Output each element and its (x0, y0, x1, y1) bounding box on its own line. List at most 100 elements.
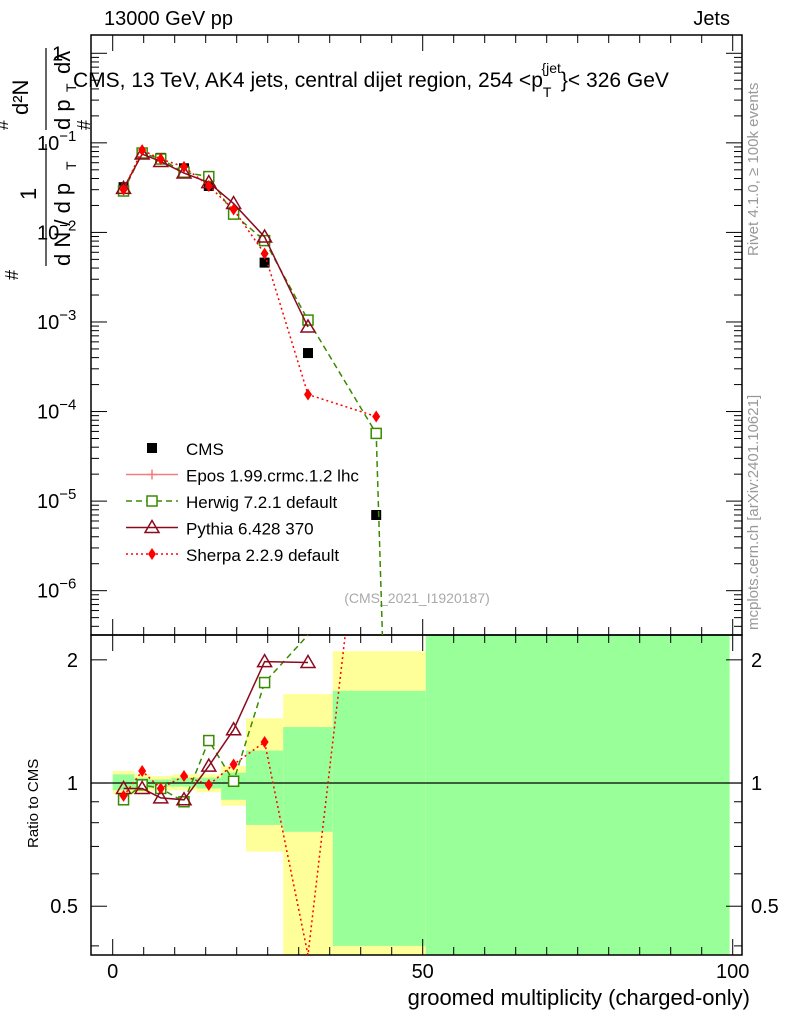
x-axis-label: groomed multiplicity (charged-only) (407, 985, 750, 1010)
point-pythia (175, 164, 193, 179)
ratio-point-pythia (299, 654, 317, 669)
band-inner-7 (283, 727, 333, 832)
main-series-group (115, 144, 384, 636)
point-sherpa (138, 144, 147, 157)
ratio-point-pythia (256, 653, 273, 668)
svg-text:1: 1 (16, 188, 41, 200)
x-tick-labels: 0 50 100 (107, 961, 749, 983)
ratio-point-herwig (227, 775, 240, 788)
point-pythia (256, 228, 273, 243)
legend-marker-4 (148, 548, 156, 560)
legend-label-3: Pythia 6.428 370 (186, 520, 314, 539)
ratio-point-pythia (133, 779, 151, 795)
main-ytick-exponent: −1 (59, 128, 76, 145)
svg-text:T: T (63, 83, 79, 92)
ratio-point-pythia (152, 789, 170, 804)
line-pythia (122, 153, 309, 328)
ratio-line-pythia (123, 660, 309, 801)
point-herwig (370, 427, 382, 440)
ratio-point-pythia (225, 721, 242, 736)
ratio-point-sherpa (138, 765, 147, 778)
ratio-ytick-label: 2 (67, 650, 78, 672)
point-sherpa (119, 183, 128, 196)
legend-label-0: CMS (186, 440, 224, 459)
svg-text:dλ: dλ (50, 51, 75, 74)
y-tick-labels: 1 10−1 10−2 10−3 10−4 10−5 10−6 0.5 0.5 1 1 2 2 (37, 43, 779, 918)
svg-text:d p: d p (50, 99, 75, 130)
legend: CMS Epos 1.99.crmc.1.2 lhc Herwig 7.2.1 de… (126, 440, 359, 565)
svg-text:d N / d p: d N / d p (50, 183, 75, 266)
svg-text:T: T (63, 161, 79, 170)
xtick-label: 100 (716, 961, 749, 983)
line-sherpa (122, 149, 377, 418)
legend-marker-2 (146, 495, 158, 507)
ratio-point-sherpa (156, 782, 165, 795)
main-ytick-exponent: −2 (59, 217, 76, 234)
point-cms (303, 348, 313, 359)
ratio-series-group (115, 634, 346, 956)
ratio-plot-frame (90, 634, 743, 956)
ratio-ytick-label-right: 0.5 (751, 896, 779, 918)
point-cms (259, 257, 270, 268)
main-y-axis-label: 1 d N / d p T d²N d p T dλ # # # (0, 48, 94, 280)
main-ytick-label: 10−2 (37, 217, 76, 244)
main-ytick-label: 10−5 (37, 486, 76, 513)
ratio-point-sherpa (119, 789, 128, 802)
point-sherpa (260, 247, 269, 260)
ratio-ytick-label-right: 1 (751, 773, 762, 795)
ratio-line-herwig (123, 634, 309, 803)
svg-text:#: # (74, 120, 94, 130)
line-herwig (122, 152, 384, 636)
point-pythia (299, 318, 317, 333)
ratio-point-pythia (200, 757, 218, 772)
main-ytick-label: 10−6 (37, 576, 76, 603)
main-ytick-label: 1 (52, 43, 63, 65)
ratio-point-sherpa (260, 735, 269, 748)
ratio-ytick-label: 0.5 (50, 896, 78, 918)
legend-marker-1 (147, 469, 157, 480)
xtick-label: 0 (107, 961, 118, 983)
band-inner-9 (425, 635, 730, 955)
legend-marker-0 (147, 443, 157, 453)
ratio-uncertainty-bands (112, 635, 730, 955)
point-cms (371, 509, 382, 520)
main-ytick-label: 10−1 (37, 128, 76, 155)
main-plot-frame (90, 34, 743, 636)
svg-text:#: # (0, 120, 12, 130)
ratio-point-sherpa (204, 778, 213, 791)
main-ytick-label: 10−3 (37, 307, 76, 334)
header-process-label: 13000 GeV pp (104, 8, 233, 30)
band-inner-6 (246, 750, 284, 825)
main-ytick-label: 10−4 (37, 397, 76, 424)
main-title: CMS, 13 TeV, AK4 jets, central dijet reg… (73, 60, 669, 100)
main-ytick-exponent: −4 (59, 397, 76, 414)
ratio-ytick-label: 1 (67, 773, 78, 795)
point-pythia (133, 145, 151, 160)
ratio-point-herwig (203, 734, 215, 747)
ratio-point-herwig (258, 676, 271, 689)
header-analysis-type: Jets (693, 8, 730, 30)
legend-label-1: Epos 1.99.crmc.1.2 lhc (186, 467, 359, 486)
point-sherpa (304, 388, 312, 401)
svg-text:d²N: d²N (8, 80, 33, 115)
ratio-point-herwig (136, 779, 148, 791)
main-ytick-exponent: −3 (59, 307, 76, 324)
point-sherpa (372, 410, 381, 423)
band-inner-8 (332, 690, 426, 946)
ratio-point-pythia (175, 791, 193, 806)
ratio-point-sherpa (180, 770, 188, 783)
main-ytick-exponent: −6 (59, 576, 76, 593)
point-sherpa (204, 179, 213, 192)
legend-label-4: Sherpa 2.2.9 default (186, 546, 339, 565)
axis-ticks (91, 35, 742, 955)
legend-marker-3 (143, 519, 161, 534)
point-sherpa (156, 153, 165, 166)
ratio-ytick-label-right: 2 (751, 650, 762, 672)
analysis-watermark: (CMS_2021_I1920187) (344, 590, 490, 606)
point-pythia (152, 152, 170, 168)
legend-label-2: Herwig 7.2.1 default (186, 493, 337, 512)
point-sherpa (180, 160, 188, 173)
main-ytick-exponent: −5 (59, 486, 76, 503)
point-sherpa (229, 203, 238, 216)
